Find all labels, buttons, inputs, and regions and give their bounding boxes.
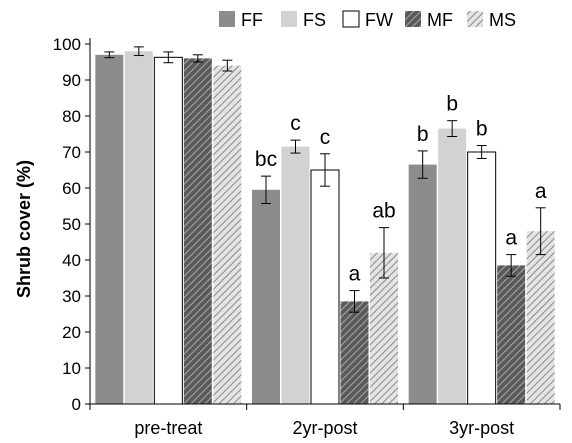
x-category-label: pre-treat — [134, 418, 202, 438]
bar-mf — [183, 58, 212, 405]
legend-item-fw: FW — [342, 10, 393, 30]
bar-ff — [252, 189, 280, 404]
bar-mf — [497, 265, 526, 404]
significance-label: b — [446, 93, 458, 116]
x-category-label: 3yr-post — [449, 418, 514, 438]
bar-fs — [281, 146, 310, 404]
significance-label: ab — [372, 200, 395, 223]
legend-item-fs: FS — [281, 10, 326, 30]
legend-label: FF — [241, 10, 263, 30]
significance-label: bc — [255, 148, 277, 171]
y-tick-label: 80 — [62, 107, 81, 126]
y-tick-label: 10 — [62, 359, 81, 378]
legend-swatch — [467, 11, 483, 27]
significance-label: c — [320, 126, 331, 149]
y-tick-label: 90 — [62, 71, 81, 90]
significance-label: b — [417, 123, 429, 146]
y-tick-label: 100 — [53, 35, 81, 54]
bar-fw — [153, 56, 183, 405]
y-tick-label: 20 — [62, 323, 81, 342]
legend-item-ms: MS — [467, 10, 516, 30]
significance-label: a — [349, 263, 361, 286]
y-tick-label: 40 — [62, 251, 81, 270]
legend-label: MS — [489, 10, 516, 30]
bar-fs — [438, 128, 467, 404]
legend-swatch — [281, 11, 297, 27]
bar-fs — [124, 51, 153, 404]
significance-label: b — [476, 118, 488, 141]
legend-label: MF — [427, 10, 453, 30]
legend-swatch — [405, 11, 421, 27]
axes: 0 10 20 30 40 50 60 70 80 90 100 pre-treat 2yr-post 3… — [53, 35, 561, 438]
legend-label: FS — [303, 10, 326, 30]
legend-item-mf: MF — [405, 10, 453, 30]
significance-label: c — [290, 112, 301, 135]
bar-ms — [526, 231, 555, 404]
bar-ff — [408, 164, 437, 404]
y-axis-label: Shrub cover (%) — [14, 160, 34, 298]
legend-label: FW — [365, 10, 393, 30]
y-tick-label: 60 — [62, 179, 81, 198]
legend-item-ff: FF — [219, 10, 263, 30]
bar-fw — [310, 169, 340, 405]
legend-swatch — [342, 10, 360, 28]
y-tick-label: 30 — [62, 287, 81, 306]
significance-label: a — [505, 227, 517, 250]
legend-swatch — [219, 11, 235, 27]
y-tick-label: 70 — [62, 143, 81, 162]
legend: FF FS FW MF MS — [219, 10, 516, 30]
bar-ms — [213, 65, 242, 404]
x-category-label: 2yr-post — [292, 418, 357, 438]
y-tick-label: 0 — [72, 395, 81, 414]
bar-mf — [340, 301, 369, 404]
y-tick-label: 50 — [62, 215, 81, 234]
bar-ff — [95, 54, 124, 405]
bar-fw — [467, 151, 497, 405]
significance-label: a — [535, 180, 547, 203]
